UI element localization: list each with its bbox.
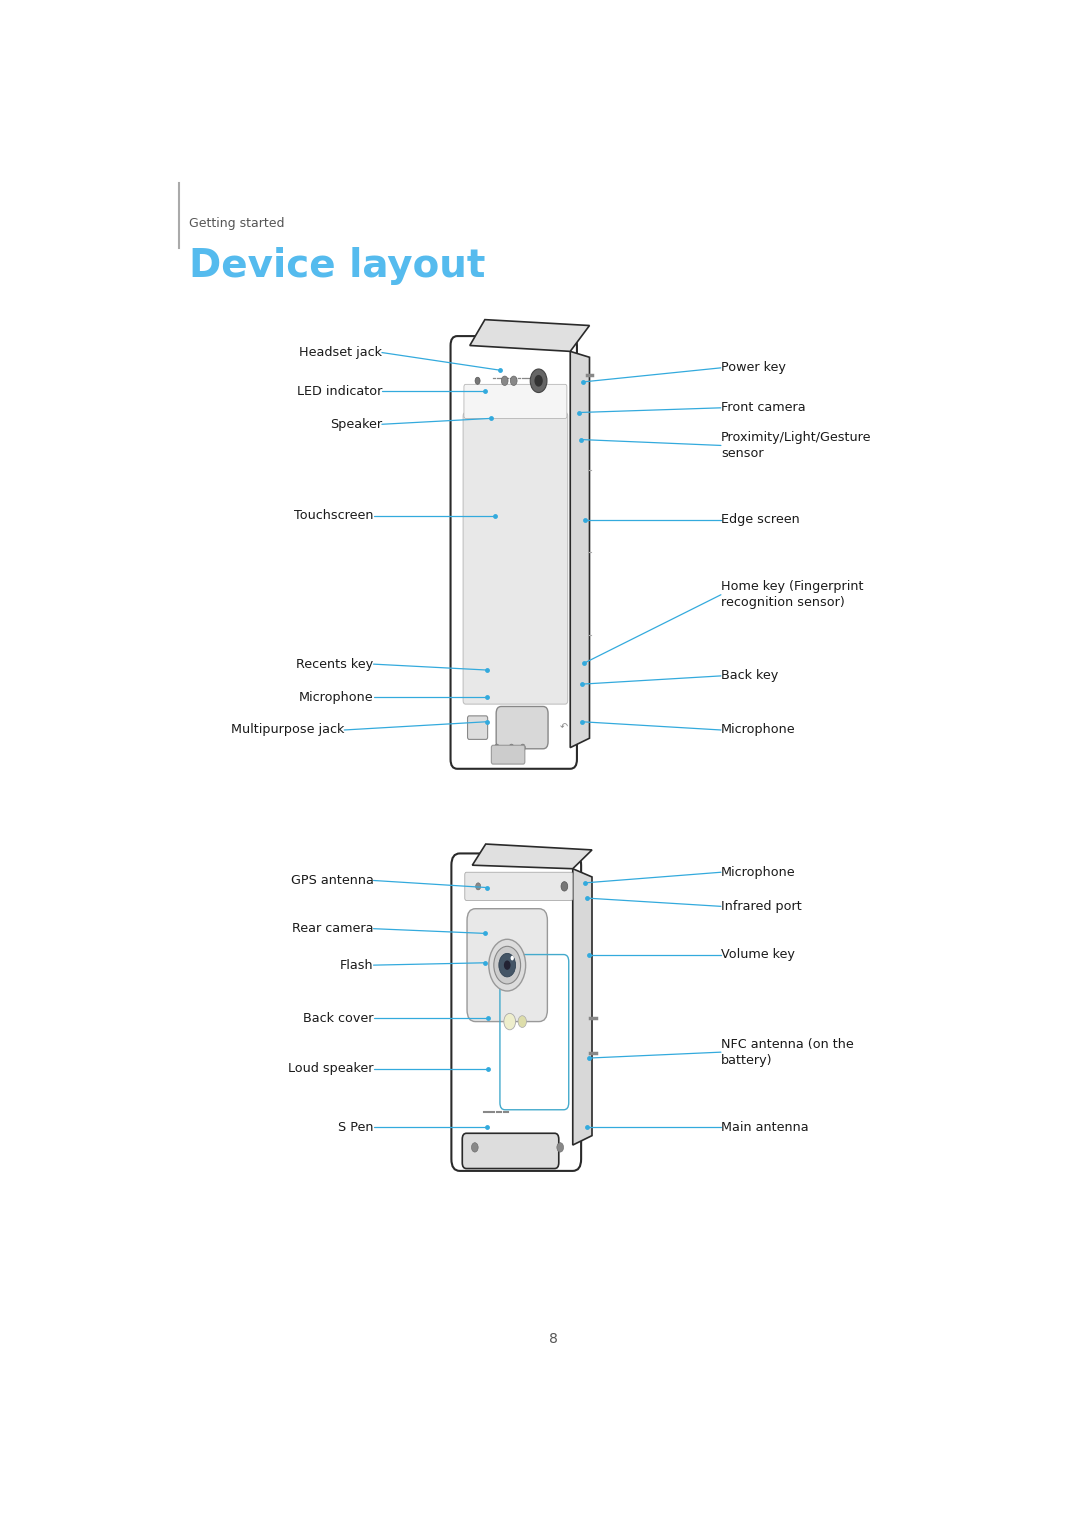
FancyBboxPatch shape bbox=[496, 707, 548, 748]
FancyBboxPatch shape bbox=[468, 716, 488, 739]
FancyBboxPatch shape bbox=[451, 854, 581, 1171]
Text: LED indicator: LED indicator bbox=[297, 385, 382, 399]
Text: Microphone: Microphone bbox=[721, 866, 796, 878]
Text: Home key (Fingerprint
recognition sensor): Home key (Fingerprint recognition sensor… bbox=[721, 580, 863, 609]
Text: S Pen: S Pen bbox=[338, 1121, 374, 1135]
Circle shape bbox=[475, 377, 481, 385]
Circle shape bbox=[521, 744, 525, 751]
Polygon shape bbox=[572, 869, 592, 1145]
FancyBboxPatch shape bbox=[467, 909, 548, 1022]
Text: Rear camera: Rear camera bbox=[292, 922, 374, 935]
Circle shape bbox=[509, 744, 514, 751]
Text: Infrared port: Infrared port bbox=[721, 899, 801, 913]
Text: Volume key: Volume key bbox=[721, 948, 795, 960]
Text: Loud speaker: Loud speaker bbox=[288, 1063, 374, 1075]
Text: Flash: Flash bbox=[340, 959, 374, 971]
Text: 8: 8 bbox=[549, 1332, 558, 1345]
Polygon shape bbox=[470, 319, 590, 351]
Circle shape bbox=[518, 1015, 526, 1028]
Text: Back cover: Back cover bbox=[303, 1011, 374, 1025]
Text: Edge screen: Edge screen bbox=[721, 513, 799, 525]
Text: NFC antenna (on the
battery): NFC antenna (on the battery) bbox=[721, 1038, 853, 1067]
Circle shape bbox=[472, 1142, 478, 1151]
Circle shape bbox=[501, 376, 508, 385]
Text: Touchscreen: Touchscreen bbox=[294, 510, 374, 522]
Circle shape bbox=[511, 956, 514, 960]
FancyBboxPatch shape bbox=[462, 1133, 558, 1168]
FancyBboxPatch shape bbox=[463, 412, 568, 704]
Circle shape bbox=[535, 376, 543, 386]
Text: Headset jack: Headset jack bbox=[299, 347, 382, 359]
Circle shape bbox=[504, 1014, 515, 1029]
Text: Multipurpose jack: Multipurpose jack bbox=[231, 724, 345, 736]
Circle shape bbox=[530, 370, 546, 392]
Text: Speaker: Speaker bbox=[329, 418, 382, 431]
Polygon shape bbox=[472, 844, 592, 869]
Text: Power key: Power key bbox=[721, 362, 786, 374]
Circle shape bbox=[557, 1142, 564, 1151]
Circle shape bbox=[504, 960, 511, 970]
Text: Getting started: Getting started bbox=[189, 217, 285, 229]
FancyBboxPatch shape bbox=[491, 745, 525, 764]
Circle shape bbox=[499, 953, 515, 977]
Polygon shape bbox=[570, 351, 590, 748]
Text: GPS antenna: GPS antenna bbox=[291, 873, 374, 887]
Text: Microphone: Microphone bbox=[299, 690, 374, 704]
FancyBboxPatch shape bbox=[464, 385, 567, 418]
Text: Microphone: Microphone bbox=[721, 724, 796, 736]
Circle shape bbox=[475, 883, 481, 890]
FancyBboxPatch shape bbox=[464, 872, 572, 901]
Text: ↶: ↶ bbox=[559, 722, 568, 733]
Text: Proximity/Light/Gesture
sensor: Proximity/Light/Gesture sensor bbox=[721, 431, 872, 460]
Circle shape bbox=[511, 376, 517, 385]
Text: Front camera: Front camera bbox=[721, 402, 806, 414]
Text: Main antenna: Main antenna bbox=[721, 1121, 809, 1135]
FancyBboxPatch shape bbox=[450, 336, 577, 768]
Text: Device layout: Device layout bbox=[189, 246, 486, 284]
Circle shape bbox=[561, 881, 568, 892]
Circle shape bbox=[494, 947, 521, 983]
Text: Recents key: Recents key bbox=[296, 658, 374, 670]
Circle shape bbox=[489, 939, 526, 991]
Circle shape bbox=[495, 744, 499, 751]
Text: Back key: Back key bbox=[721, 669, 779, 683]
